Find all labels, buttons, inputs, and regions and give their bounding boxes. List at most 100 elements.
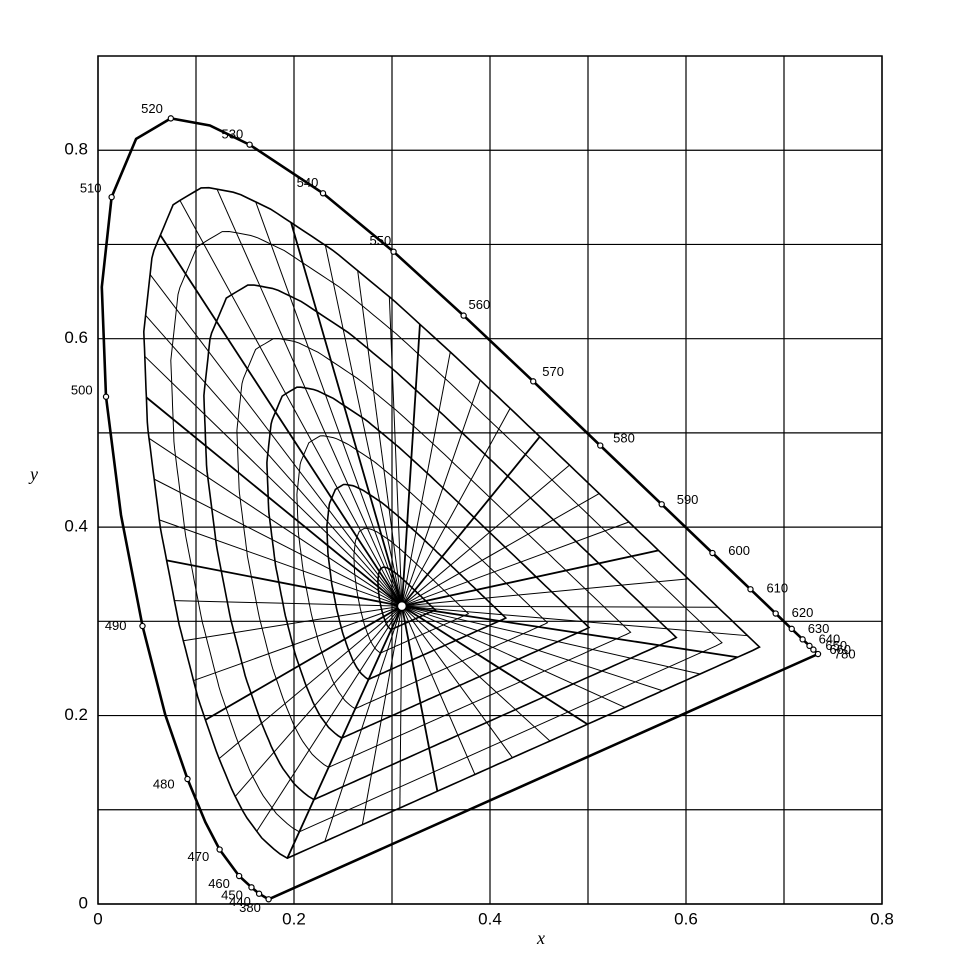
mesh-radial [401, 605, 476, 775]
locus-point [102, 393, 110, 400]
mesh-radial [286, 605, 403, 859]
wavelength-label: 380 [239, 900, 261, 915]
mesh-radial [361, 605, 403, 825]
y-tick-label: 0.8 [64, 140, 88, 159]
mesh-radial [153, 478, 403, 607]
mesh-radial [324, 245, 403, 607]
mesh-radial [401, 493, 600, 607]
locus-point [597, 442, 604, 449]
mesh-radial [174, 600, 402, 607]
mesh-contour [203, 284, 678, 801]
mesh-radial [401, 351, 451, 607]
mesh-contour [326, 483, 508, 681]
mesh-radial [149, 274, 403, 607]
locus-point [108, 193, 115, 201]
y-tick-label: 0 [79, 893, 88, 912]
mesh-radial [216, 188, 403, 607]
y-tick-label: 0.2 [64, 705, 88, 724]
mesh-radial [401, 464, 570, 607]
locus-point [139, 622, 146, 630]
locus-point [319, 190, 327, 197]
locus-point [810, 646, 817, 653]
mesh-radial [179, 200, 403, 607]
wavelength-label: 570 [542, 364, 564, 379]
mesh-radial [401, 605, 551, 742]
x-tick-label: 0.4 [478, 909, 502, 928]
wavelength-label: 610 [766, 580, 788, 595]
wavelength-label: 630 [808, 621, 830, 636]
locus-point [709, 549, 716, 557]
wavelength-label: 580 [613, 431, 635, 446]
mesh-radial [401, 605, 439, 792]
spectral-locus [100, 117, 821, 901]
mesh-radial [401, 521, 630, 607]
mesh-radial [401, 605, 718, 608]
wavelength-label: 640 [819, 632, 841, 647]
mesh-radial [401, 605, 748, 637]
locus-point [460, 312, 467, 319]
y-axis-label: y [28, 464, 38, 484]
mesh-contour [236, 337, 632, 768]
mesh-radial [401, 578, 689, 607]
locus-point [658, 501, 665, 508]
x-tick-label: 0.6 [674, 909, 698, 928]
mesh-radial [145, 396, 403, 607]
locus-point [216, 846, 223, 853]
mesh-radial [255, 201, 403, 607]
wavelength-label: 520 [141, 101, 163, 116]
mesh-radial [290, 222, 403, 607]
locus-point [530, 378, 537, 385]
mesh-radial [357, 270, 403, 607]
wavelength-label: 600 [728, 543, 750, 558]
mesh-radial [204, 605, 403, 721]
mesh-radial [401, 605, 663, 692]
locus-point [799, 636, 806, 643]
wavelength-label: 560 [469, 297, 491, 312]
wavelength-label: 510 [80, 180, 102, 195]
wavelength-label: 450 [221, 888, 243, 903]
wavelength-label: 650 [825, 638, 847, 653]
mesh-contour [266, 386, 591, 739]
wavelength-label: 540 [297, 175, 319, 190]
mesh-radial [218, 605, 403, 760]
wavelength-label: 440 [229, 894, 251, 909]
mesh-radial [324, 605, 403, 842]
x-tick-label: 0.8 [870, 909, 894, 928]
mesh-radial [234, 605, 403, 797]
mesh-radial [159, 234, 403, 607]
mesh-radial [401, 436, 541, 607]
white-point [396, 600, 408, 612]
mesh-radial [401, 605, 626, 708]
mesh-radial [401, 605, 701, 675]
mesh-radial [399, 606, 403, 808]
mesh-radial [159, 519, 403, 607]
locus-point [167, 115, 175, 122]
mesh-radial [256, 605, 403, 832]
y-tick-label: 0.4 [64, 517, 88, 536]
locus-point [235, 872, 243, 880]
mesh-radial [145, 314, 403, 607]
wavelength-label: 490 [105, 618, 127, 633]
wavelength-label: 500 [71, 382, 93, 397]
mesh-radial [401, 408, 511, 607]
locus-point [772, 610, 779, 617]
locus-point [747, 586, 754, 593]
wavelength-label: 550 [370, 233, 392, 248]
locus-point [265, 896, 272, 903]
locus-point [814, 650, 822, 658]
y-tick-label: 0.6 [64, 328, 88, 347]
wavelength-label: 480 [153, 777, 175, 792]
mesh-radial [193, 605, 403, 682]
locus-point [248, 884, 255, 891]
wavelength-label: 590 [677, 492, 699, 507]
mesh-contour [296, 435, 549, 710]
plot-frame [97, 55, 883, 905]
wavelength-label: 620 [792, 605, 814, 620]
mesh-radial [401, 379, 481, 607]
mesh-radial [148, 437, 403, 607]
mesh-radial [388, 296, 403, 607]
mesh-radial [401, 605, 588, 725]
mesh-contour [142, 186, 761, 860]
